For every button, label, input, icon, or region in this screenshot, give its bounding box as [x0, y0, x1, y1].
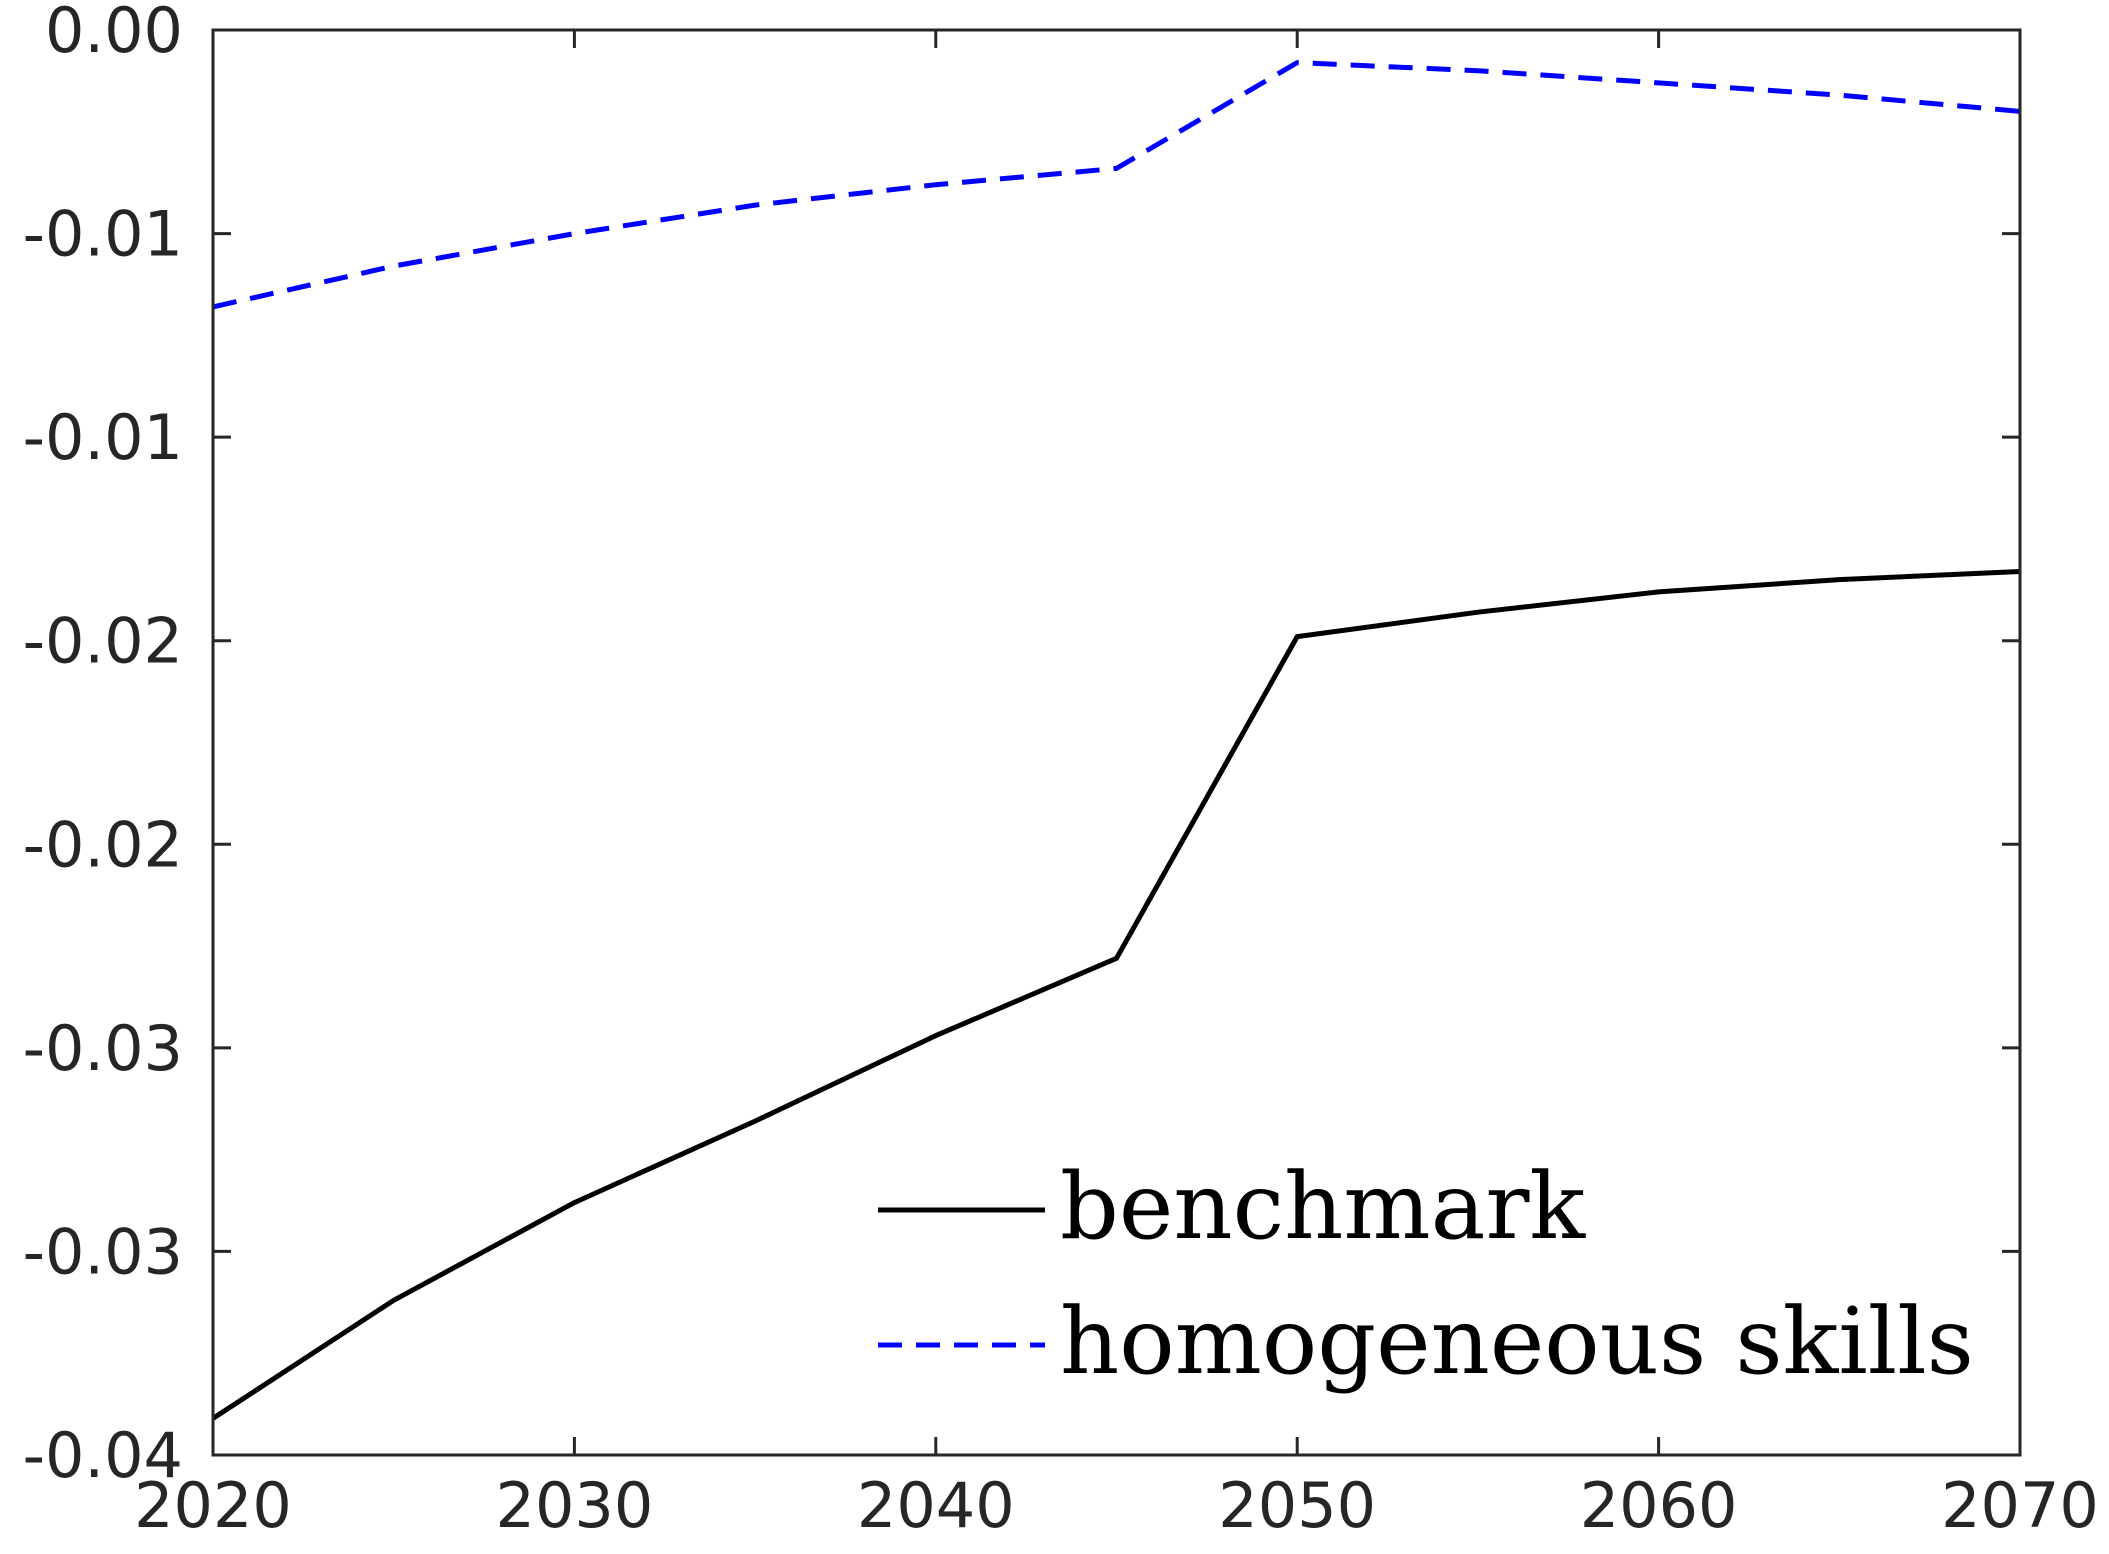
data-point	[1475, 609, 1481, 615]
y-tick-label: -0.02	[23, 808, 183, 881]
data-point	[752, 1118, 758, 1124]
plot-background	[213, 30, 2020, 1455]
legend-label-1: homogeneous skills	[1060, 1288, 1974, 1395]
y-tick-label: -0.04	[23, 1419, 183, 1492]
data-point	[391, 263, 397, 269]
data-point	[1114, 955, 1120, 961]
series-layer	[211, 60, 2021, 1421]
data-point	[391, 1297, 397, 1303]
data-point	[1475, 68, 1481, 74]
y-tick-label: -0.01	[23, 401, 183, 474]
data-point	[1656, 589, 1662, 595]
y-tick-label: -0.01	[23, 198, 183, 271]
x-tick-label: 2070	[1941, 1469, 2099, 1542]
x-tick-label: 2030	[496, 1469, 654, 1542]
series-line-1	[212, 60, 2021, 310]
data-point	[1836, 92, 1842, 98]
plot-frame	[211, 28, 2022, 1457]
data-point	[1836, 577, 1842, 583]
data-point	[1656, 80, 1662, 86]
x-tick-label: 2050	[1218, 1469, 1376, 1542]
y-tick-label: -0.03	[23, 1012, 183, 1085]
x-tick-label: 2060	[1580, 1469, 1738, 1542]
data-point	[933, 182, 939, 188]
y-tick-label: -0.03	[23, 1215, 183, 1288]
data-point	[752, 202, 758, 208]
data-point	[1114, 165, 1120, 171]
y-tick-label: -0.02	[23, 605, 183, 678]
legend: benchmark homogeneous skills	[878, 1153, 1974, 1395]
data-point	[1294, 634, 1300, 640]
tick-layer: 2020 2030 2040 2050 2060 2070 0.00 -0.01 -0.01 -0…	[23, 0, 2099, 1542]
series-line-0	[211, 569, 2021, 1421]
data-point	[571, 1200, 577, 1206]
x-tick-label: 2040	[857, 1469, 1015, 1542]
data-point	[933, 1033, 939, 1039]
x-tick-label: 2020	[134, 1469, 292, 1542]
data-point	[571, 231, 577, 237]
data-point	[1294, 60, 1300, 66]
y-tick-label: 0.00	[45, 0, 183, 67]
legend-label-0: benchmark	[1060, 1153, 1586, 1260]
